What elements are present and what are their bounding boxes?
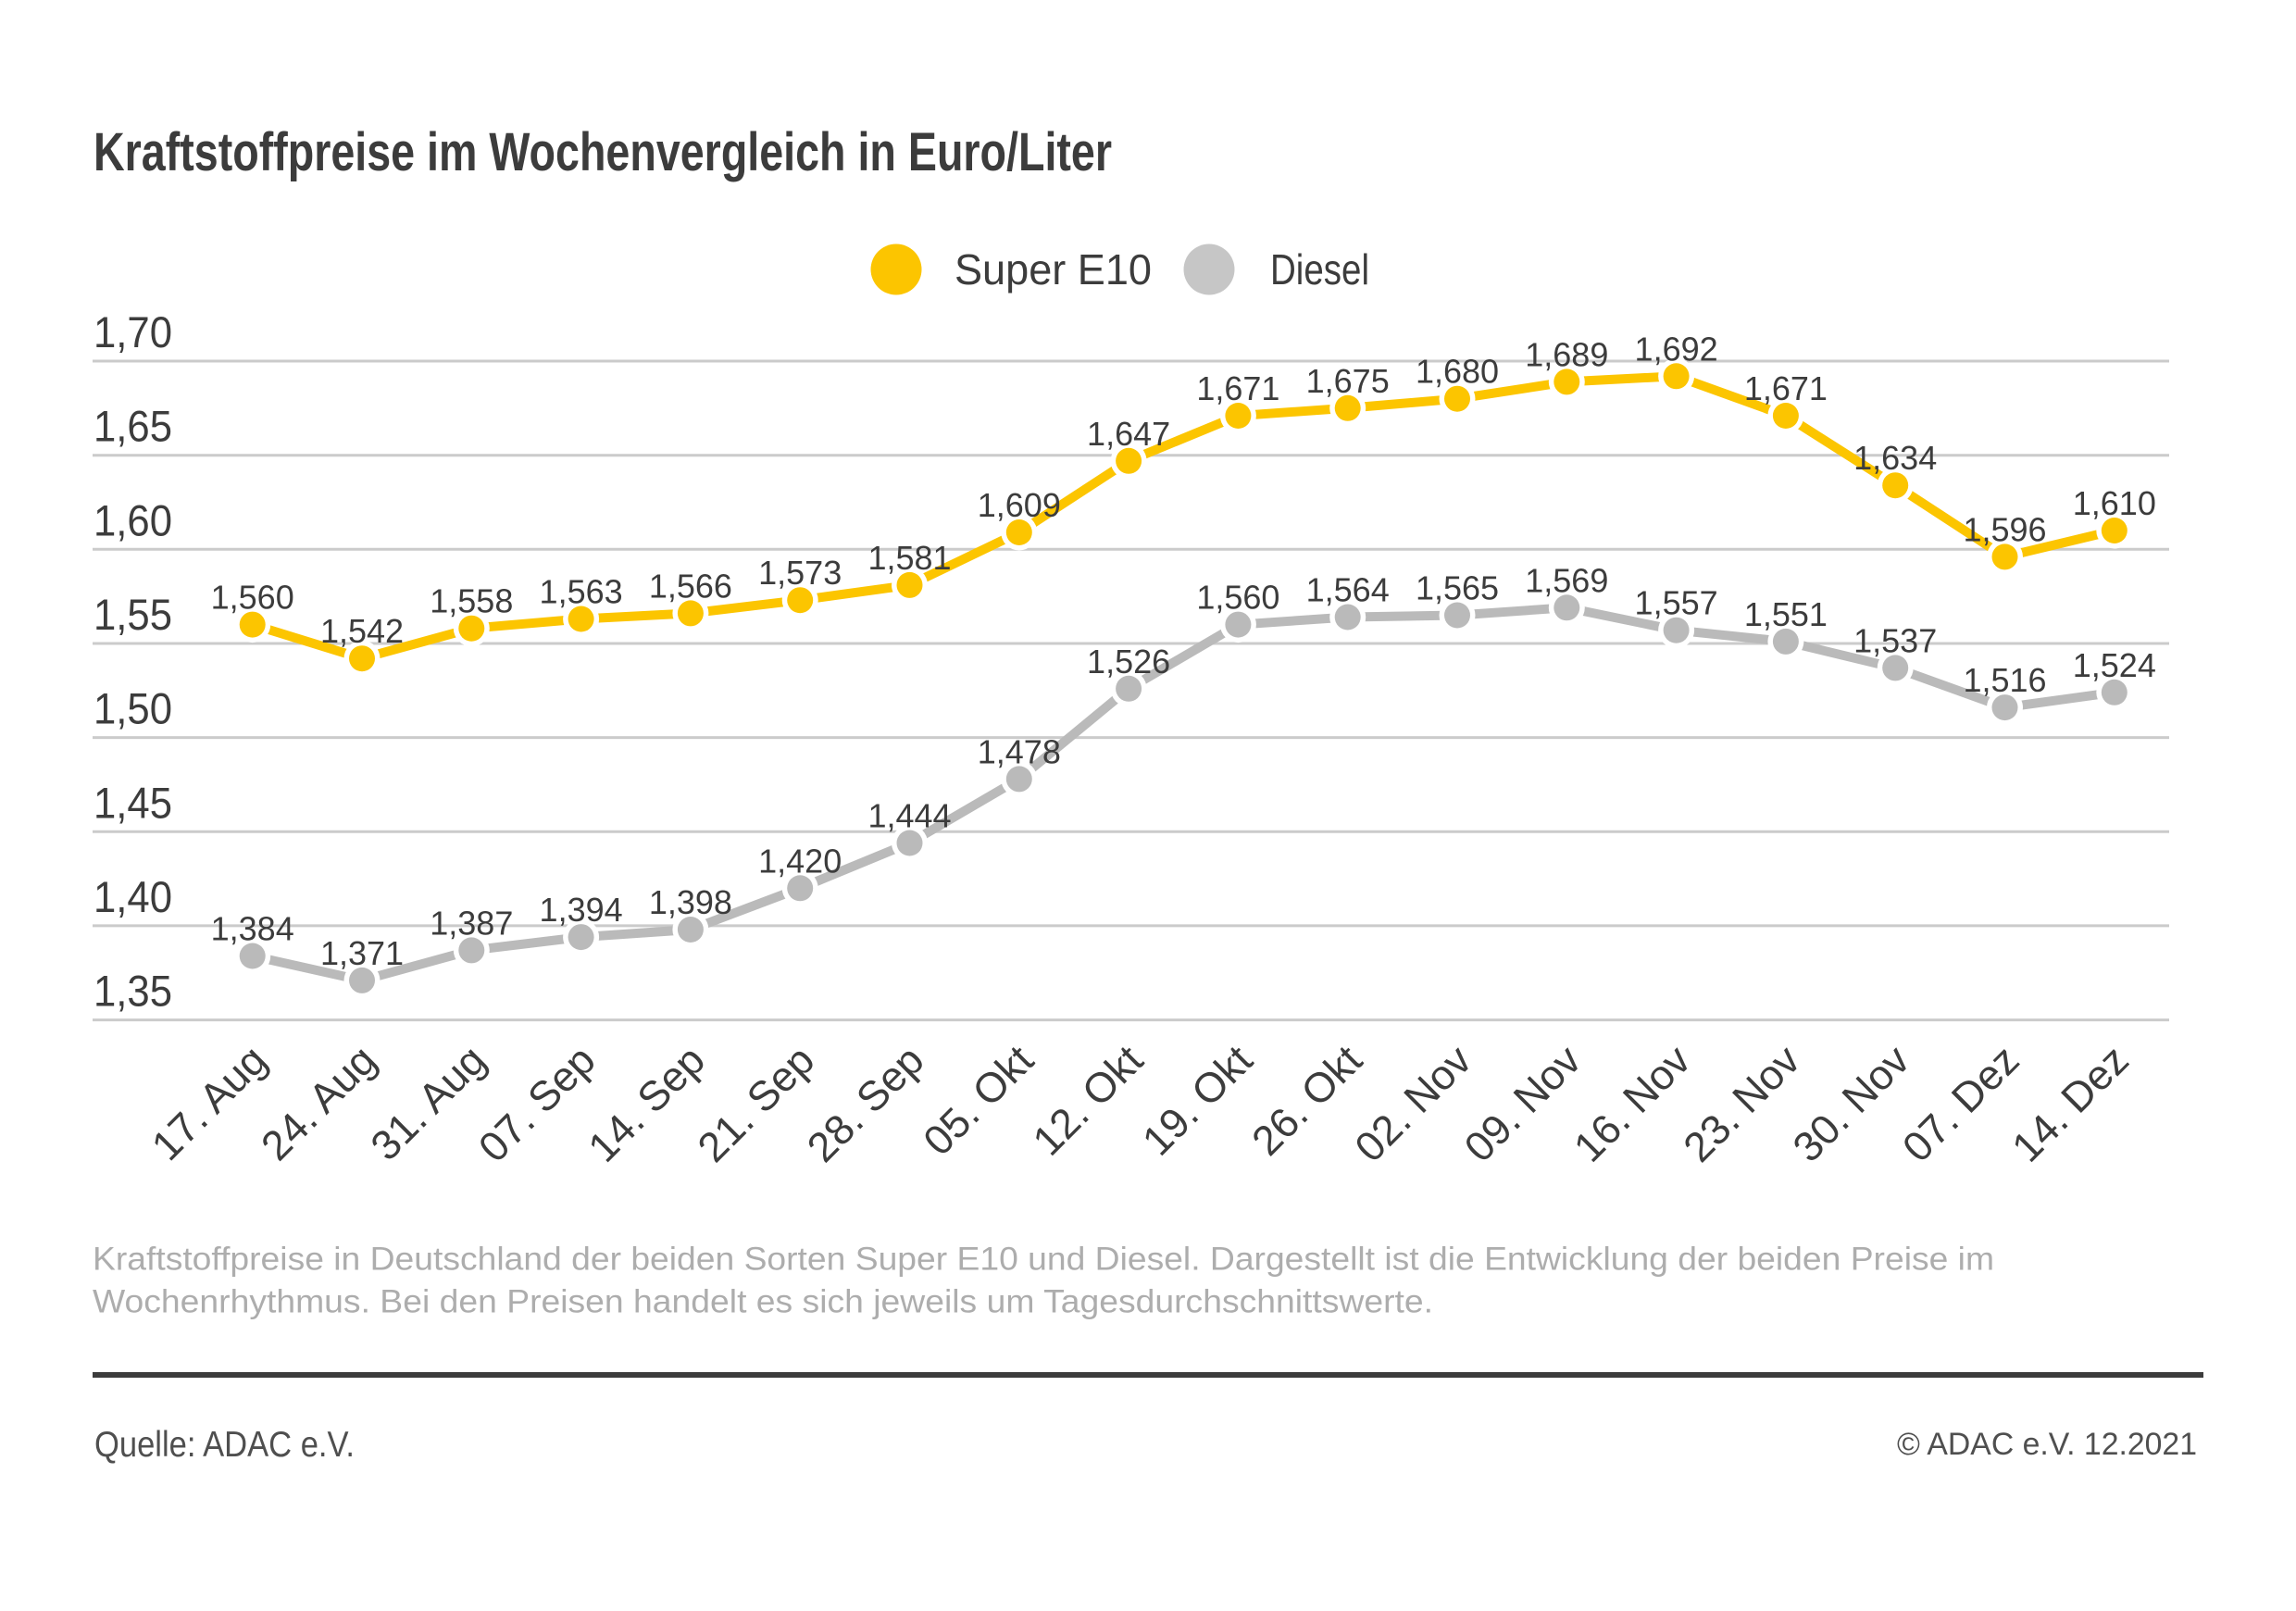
svg-text:1,671: 1,671 bbox=[1744, 369, 1828, 407]
svg-text:1,671: 1,671 bbox=[1196, 369, 1279, 407]
svg-text:1,45: 1,45 bbox=[94, 778, 172, 827]
svg-text:Super E10: Super E10 bbox=[955, 245, 1152, 293]
svg-text:1,692: 1,692 bbox=[1635, 330, 1718, 368]
svg-text:1,564: 1,564 bbox=[1306, 571, 1390, 609]
svg-text:1,675: 1,675 bbox=[1306, 362, 1390, 400]
svg-text:1,610: 1,610 bbox=[2073, 484, 2156, 522]
svg-text:1,394: 1,394 bbox=[540, 891, 623, 929]
svg-text:1,50: 1,50 bbox=[94, 684, 172, 733]
svg-text:1,689: 1,689 bbox=[1525, 335, 1608, 373]
svg-text:1,35: 1,35 bbox=[94, 967, 172, 1016]
svg-text:1,398: 1,398 bbox=[649, 883, 732, 921]
svg-text:1,40: 1,40 bbox=[94, 872, 172, 921]
svg-text:Kraftstoffpreise in Deutschlan: Kraftstoffpreise in Deutschland der beid… bbox=[93, 1241, 1994, 1278]
svg-text:1,537: 1,537 bbox=[1853, 621, 1937, 659]
svg-text:1,566: 1,566 bbox=[649, 567, 732, 605]
svg-text:1,444: 1,444 bbox=[867, 797, 951, 835]
svg-text:1,647: 1,647 bbox=[1087, 415, 1170, 453]
svg-text:1,565: 1,565 bbox=[1416, 569, 1499, 607]
svg-text:© ADAC e.V. 12.2021: © ADAC e.V. 12.2021 bbox=[1897, 1427, 2197, 1462]
svg-text:Quelle: ADAC e.V.: Quelle: ADAC e.V. bbox=[94, 1425, 355, 1465]
svg-text:1,526: 1,526 bbox=[1087, 643, 1170, 681]
svg-text:1,573: 1,573 bbox=[758, 554, 842, 592]
svg-text:Diesel: Diesel bbox=[1270, 245, 1369, 293]
svg-text:1,581: 1,581 bbox=[867, 539, 951, 577]
svg-text:1,516: 1,516 bbox=[1963, 661, 2046, 699]
svg-text:1,478: 1,478 bbox=[978, 732, 1061, 770]
svg-text:1,557: 1,557 bbox=[1635, 584, 1718, 622]
svg-text:1,387: 1,387 bbox=[430, 904, 513, 942]
svg-text:1,563: 1,563 bbox=[540, 573, 623, 611]
svg-text:1,634: 1,634 bbox=[1853, 439, 1937, 477]
svg-text:1,558: 1,558 bbox=[430, 582, 513, 620]
svg-text:1,680: 1,680 bbox=[1416, 353, 1499, 391]
svg-text:1,560: 1,560 bbox=[211, 579, 294, 617]
svg-text:1,551: 1,551 bbox=[1744, 595, 1828, 633]
svg-text:1,371: 1,371 bbox=[320, 934, 404, 972]
svg-text:1,384: 1,384 bbox=[211, 910, 294, 948]
svg-text:Kraftstoffpreise im Wochenverg: Kraftstoffpreise im Wochenvergleich in E… bbox=[94, 122, 1112, 182]
svg-text:Wochenrhythmus. Bei den Preise: Wochenrhythmus. Bei den Preisen handelt … bbox=[93, 1283, 1433, 1320]
svg-text:1,65: 1,65 bbox=[94, 402, 172, 451]
svg-text:1,420: 1,420 bbox=[758, 842, 842, 880]
svg-text:1,524: 1,524 bbox=[2073, 646, 2156, 684]
svg-text:1,596: 1,596 bbox=[1963, 510, 2046, 548]
svg-text:1,609: 1,609 bbox=[978, 486, 1061, 524]
svg-text:1,55: 1,55 bbox=[94, 590, 172, 639]
svg-text:1,560: 1,560 bbox=[1196, 579, 1279, 617]
svg-text:1,70: 1,70 bbox=[94, 307, 172, 356]
svg-text:1,542: 1,542 bbox=[320, 612, 404, 650]
svg-text:1,60: 1,60 bbox=[94, 495, 172, 544]
svg-text:1,569: 1,569 bbox=[1525, 561, 1608, 599]
